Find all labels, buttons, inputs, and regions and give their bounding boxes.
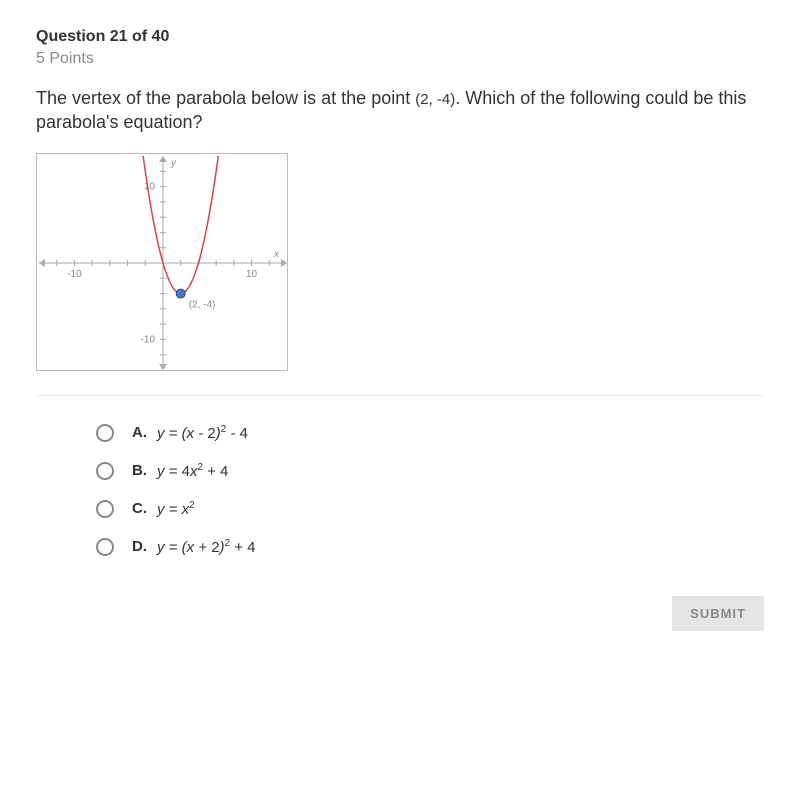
option-d[interactable]: D. y = (x + 2)2 + 4	[96, 538, 764, 556]
radio-icon[interactable]	[96, 538, 114, 556]
svg-text:10: 10	[144, 181, 156, 192]
option-text: y = x2	[157, 500, 195, 518]
option-b[interactable]: B. y = 4x2 + 4	[96, 462, 764, 480]
svg-text:x: x	[273, 249, 280, 260]
option-text: y = 4x2 + 4	[157, 462, 228, 480]
points-label: 5 Points	[36, 50, 764, 68]
svg-text:y: y	[170, 158, 177, 169]
radio-icon[interactable]	[96, 462, 114, 480]
option-text: y = (x + 2)2 + 4	[157, 538, 255, 556]
divider	[36, 395, 764, 396]
prompt-part1: The vertex of the parabola below is at t…	[36, 88, 415, 108]
prompt-vertex: (2, -4)	[415, 91, 455, 108]
question-number: Question 21 of 40	[36, 28, 764, 46]
option-letter: C.	[132, 500, 147, 517]
radio-icon[interactable]	[96, 424, 114, 442]
svg-text:(2, -4): (2, -4)	[189, 299, 216, 310]
footer: SUBMIT	[36, 596, 764, 631]
radio-icon[interactable]	[96, 500, 114, 518]
option-letter: B.	[132, 462, 147, 479]
svg-text:-10: -10	[67, 269, 82, 280]
graph-container: -10 10 10 -10 y x (2, -4)	[36, 153, 288, 371]
svg-text:10: 10	[246, 269, 258, 280]
option-letter: A.	[132, 424, 147, 441]
option-a[interactable]: A. y = (x - 2)2 - 4	[96, 424, 764, 442]
svg-text:-10: -10	[141, 334, 156, 345]
parabola-graph: -10 10 10 -10 y x (2, -4)	[39, 156, 287, 370]
question-prompt: The vertex of the parabola below is at t…	[36, 86, 764, 135]
option-c[interactable]: C. y = x2	[96, 500, 764, 518]
submit-button[interactable]: SUBMIT	[672, 596, 764, 631]
option-letter: D.	[132, 538, 147, 555]
answer-options: A. y = (x - 2)2 - 4 B. y = 4x2 + 4 C. y = x2 D…	[96, 424, 764, 556]
option-text: y = (x - 2)2 - 4	[157, 424, 248, 442]
